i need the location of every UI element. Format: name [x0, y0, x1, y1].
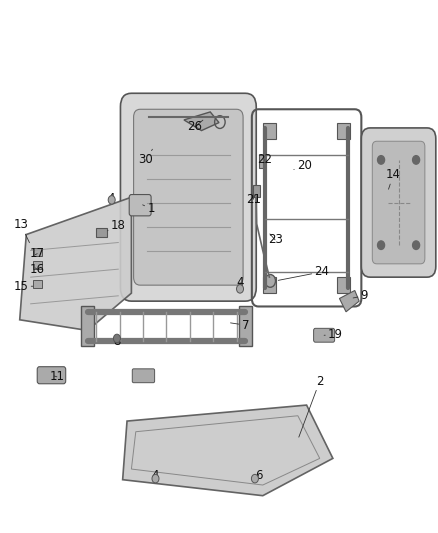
Circle shape — [113, 334, 120, 343]
Polygon shape — [123, 405, 333, 496]
Circle shape — [378, 156, 385, 164]
FancyBboxPatch shape — [372, 141, 425, 264]
Text: 26: 26 — [187, 120, 203, 133]
Text: 17: 17 — [30, 247, 45, 260]
Bar — [239, 306, 252, 346]
Bar — [33, 261, 42, 269]
FancyBboxPatch shape — [132, 369, 155, 383]
Bar — [337, 123, 350, 139]
Text: 11: 11 — [49, 370, 64, 383]
Text: 16: 16 — [30, 263, 45, 276]
Circle shape — [108, 196, 115, 204]
Bar — [81, 306, 94, 346]
Bar — [33, 280, 42, 288]
Polygon shape — [339, 290, 359, 312]
Text: 4: 4 — [236, 276, 244, 289]
Text: 23: 23 — [268, 233, 283, 246]
Text: 24: 24 — [278, 265, 329, 280]
Circle shape — [378, 241, 385, 249]
Bar — [259, 155, 265, 168]
Text: 8: 8 — [114, 335, 121, 348]
Text: 6: 6 — [254, 469, 262, 482]
Bar — [253, 185, 260, 197]
Text: 22: 22 — [258, 154, 272, 166]
Text: 7: 7 — [230, 319, 249, 332]
Text: 14: 14 — [386, 168, 401, 189]
Bar — [263, 277, 276, 293]
Text: 30: 30 — [138, 149, 153, 166]
Bar — [33, 248, 42, 256]
Text: 15: 15 — [14, 280, 33, 293]
FancyBboxPatch shape — [37, 367, 66, 384]
Text: 9: 9 — [353, 289, 368, 302]
Circle shape — [413, 156, 420, 164]
Bar — [96, 228, 107, 237]
Text: 4: 4 — [152, 469, 159, 482]
Polygon shape — [184, 112, 219, 131]
FancyBboxPatch shape — [129, 195, 151, 216]
Circle shape — [265, 274, 276, 287]
Circle shape — [251, 474, 258, 483]
Circle shape — [413, 241, 420, 249]
FancyBboxPatch shape — [361, 128, 436, 277]
Circle shape — [237, 285, 244, 293]
Text: 19: 19 — [324, 328, 343, 341]
Text: 18: 18 — [108, 220, 126, 232]
FancyBboxPatch shape — [120, 93, 256, 301]
Text: 4: 4 — [107, 192, 115, 205]
Text: 13: 13 — [14, 219, 29, 243]
Bar — [263, 123, 276, 139]
FancyBboxPatch shape — [314, 328, 335, 342]
Text: 21: 21 — [246, 193, 261, 206]
Text: 1: 1 — [143, 203, 155, 215]
FancyBboxPatch shape — [134, 109, 243, 285]
Text: 2: 2 — [299, 375, 324, 437]
Polygon shape — [20, 197, 131, 330]
Circle shape — [152, 474, 159, 483]
Bar — [337, 277, 350, 293]
Text: 20: 20 — [294, 159, 312, 172]
